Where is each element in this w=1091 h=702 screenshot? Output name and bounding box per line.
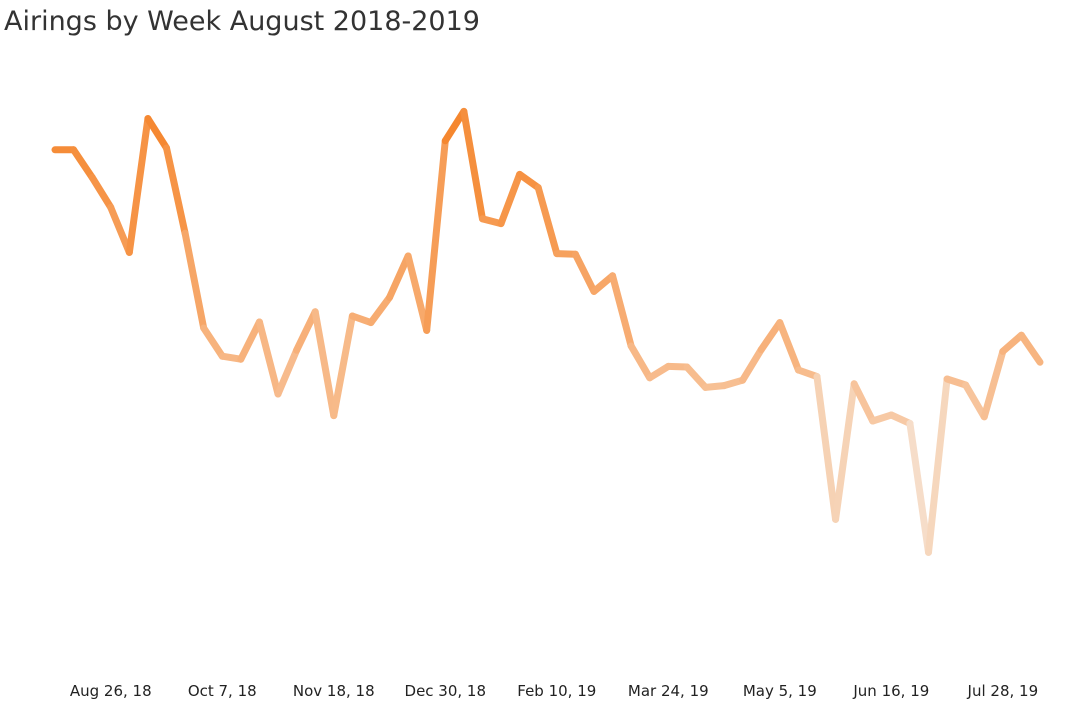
line-segment xyxy=(144,115,171,152)
x-tick-label: Feb 10, 19 xyxy=(517,682,596,700)
x-tick-label: Nov 18, 18 xyxy=(293,682,375,700)
x-tick-label: May 5, 19 xyxy=(743,682,817,700)
line-segment xyxy=(571,250,598,295)
line-segment xyxy=(962,381,988,421)
line-segment xyxy=(924,375,951,556)
line-segment xyxy=(274,346,301,398)
line-segment xyxy=(980,347,1007,421)
line-segment xyxy=(386,252,412,301)
line-segment xyxy=(1017,331,1044,366)
line-segment xyxy=(516,170,542,192)
line-segment xyxy=(70,146,96,181)
x-tick-label: Aug 26, 18 xyxy=(70,682,152,700)
line-segment xyxy=(497,170,524,228)
series-line xyxy=(51,107,1044,556)
line-segment xyxy=(367,293,394,327)
x-axis-ticks: Aug 26, 18 Oct 7, 18 Nov 18, 18 Dec 30, 18 F… xyxy=(70,682,1038,700)
x-tick-label: Oct 7, 18 xyxy=(188,682,257,700)
line-segment xyxy=(404,252,431,334)
line-segment xyxy=(906,419,932,556)
line-segment xyxy=(832,380,858,523)
line-segment xyxy=(999,331,1025,355)
line-segment xyxy=(850,380,877,425)
line-segment xyxy=(163,144,189,237)
line-segment xyxy=(534,184,561,258)
line-segment xyxy=(293,308,319,354)
line-segment xyxy=(627,342,654,382)
x-tick-label: Mar 24, 19 xyxy=(628,682,709,700)
line-segment xyxy=(88,173,115,211)
line-segment xyxy=(739,346,765,384)
line-segment xyxy=(609,272,635,350)
line-segment xyxy=(200,324,226,360)
line-segment xyxy=(757,319,784,354)
line-segment xyxy=(255,318,282,398)
x-tick-label: Jun 16, 19 xyxy=(852,682,929,700)
x-tick-label: Dec 30, 18 xyxy=(405,682,487,700)
line-segment xyxy=(237,318,263,363)
line-segment xyxy=(330,312,356,420)
line-segment xyxy=(423,137,449,334)
line-segment xyxy=(776,319,802,374)
line-segment xyxy=(441,107,468,145)
chart-title: Airings by Week August 2018-2019 xyxy=(4,6,480,37)
line-segment xyxy=(107,203,133,256)
line-segment xyxy=(646,362,672,382)
line-segment xyxy=(813,373,840,523)
line-segment xyxy=(683,363,709,391)
line-segment xyxy=(125,115,152,256)
line-segment xyxy=(460,107,486,223)
x-tick-label: Jul 28, 19 xyxy=(967,682,1039,700)
line-segment xyxy=(311,308,338,420)
line-segment xyxy=(590,272,617,295)
line-segment xyxy=(181,229,208,332)
